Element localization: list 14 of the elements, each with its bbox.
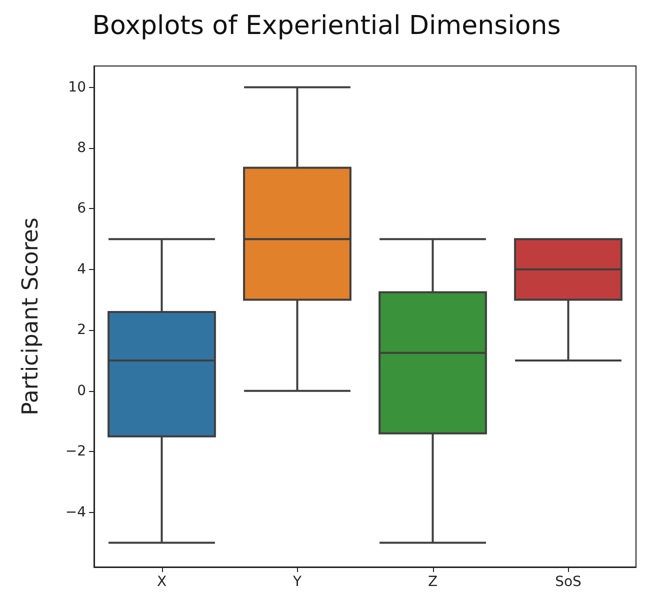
y-tick-label: −4 (65, 504, 86, 520)
x-tick-label: Y (292, 574, 302, 590)
y-tick-label: 8 (77, 140, 86, 156)
x-tick-label: X (156, 574, 167, 590)
x-tick-label: Z (428, 574, 438, 590)
x-tick-label: SoS (555, 574, 582, 590)
chart-title: Boxplots of Experiential Dimensions (92, 11, 561, 41)
y-tick-label: 0 (77, 382, 86, 399)
y-tick-label: 2 (77, 322, 86, 338)
y-tick-label: 4 (77, 261, 86, 278)
y-axis-title: Participant Scores (18, 218, 44, 416)
y-tick-label: 6 (77, 200, 86, 217)
y-tick-label: −2 (65, 444, 86, 460)
y-tick-label: 10 (68, 79, 86, 96)
